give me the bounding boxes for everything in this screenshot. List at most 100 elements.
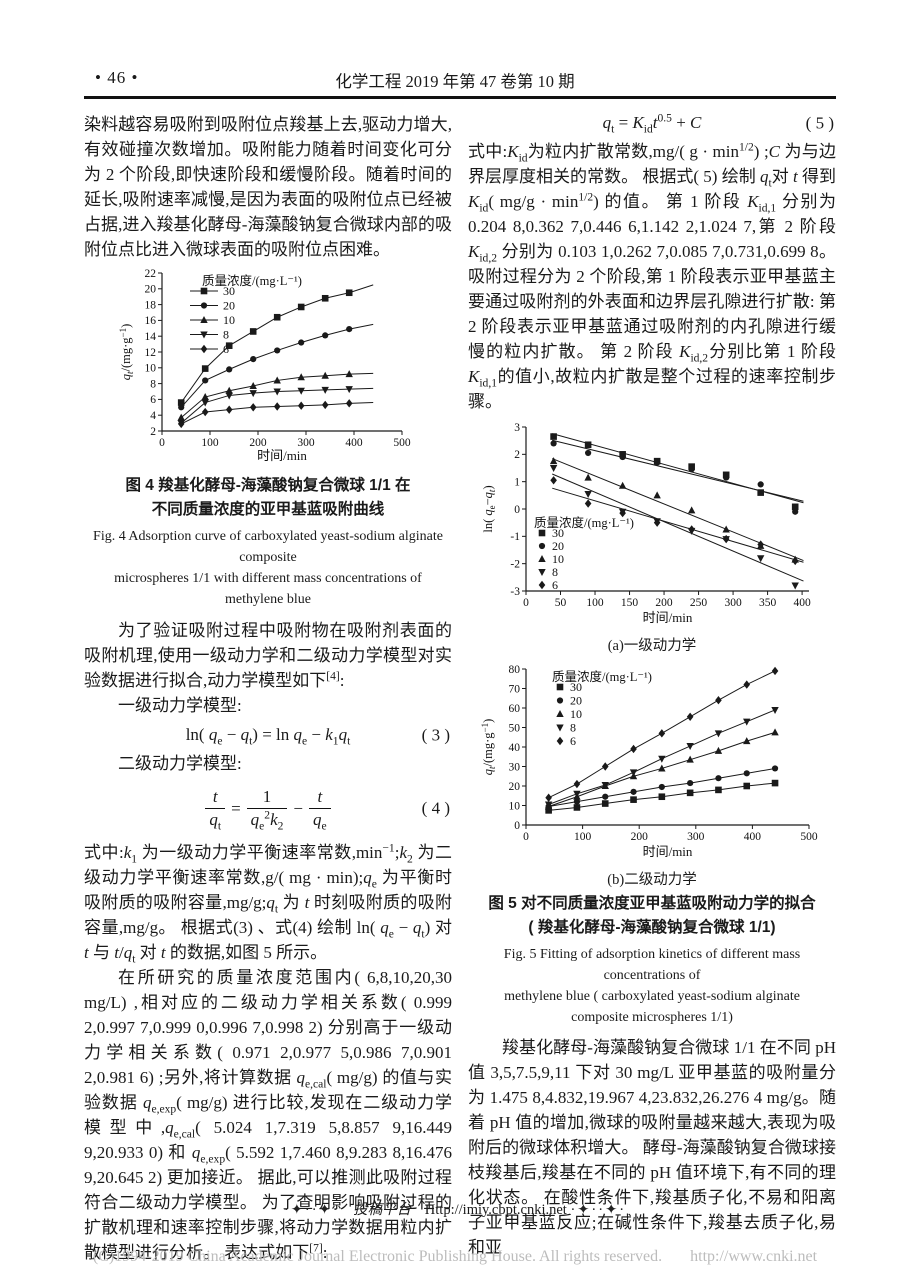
paragraph-rate-constants: 式中:k1 为一级动力学平衡速率常数,min−1;k2 为二级动力学平衡速率常数… <box>84 841 453 966</box>
svg-text:300: 300 <box>297 437 315 449</box>
svg-text:200: 200 <box>630 831 648 843</box>
svg-text:20: 20 <box>508 781 520 793</box>
svg-text:10: 10 <box>508 800 520 812</box>
figure4-caption-cn-line1: 图 4 羧基化酵母-海藻酸钠复合微球 1/1 在 <box>125 477 411 494</box>
figure5b-chart: 0 100 200 300 400 50001020304050607080时间/minq… <box>480 664 818 859</box>
page-number: • 46 • <box>95 68 139 87</box>
equation-3: ln( qe − qt) = ln qe − k1qt ( 3 ) <box>84 722 452 747</box>
figure5-caption-cn-line1: 图 5 对不同质量浓度亚甲基蓝吸附动力学的拟合 <box>488 895 816 912</box>
svg-text:500: 500 <box>800 831 818 843</box>
svg-text:100: 100 <box>586 597 604 609</box>
svg-text:0: 0 <box>159 437 165 449</box>
svg-text:300: 300 <box>687 831 705 843</box>
figure5a-sub-label: (a)一级动力学 <box>607 638 697 654</box>
svg-text:-3: -3 <box>510 586 520 598</box>
svg-text:6: 6 <box>150 394 156 406</box>
svg-text:70: 70 <box>508 683 520 695</box>
svg-text:20: 20 <box>223 299 235 313</box>
svg-text:30: 30 <box>552 526 564 540</box>
copyright-text: (C)1994-2019 China Academic Journal Elec… <box>92 1248 663 1265</box>
first-order-model-label: 一级动力学模型: <box>118 696 242 715</box>
equation-4-equals: = <box>231 798 241 818</box>
svg-text:4: 4 <box>150 410 156 422</box>
svg-text:250: 250 <box>689 597 707 609</box>
svg-text:2: 2 <box>150 426 156 438</box>
figure5-caption-cn-line2: ( 羧基化酵母-海藻酸钠复合微球 1/1) <box>528 919 776 936</box>
figure5b-sub-label: (b)二级动力学 <box>607 872 697 888</box>
footer-ornament-right: ·✦··✦· <box>570 1202 627 1218</box>
svg-text:qt/(mg·g−1): qt/(mg·g−1) <box>480 719 497 776</box>
equation-3-number: ( 3 ) <box>421 725 450 744</box>
svg-text:100: 100 <box>573 831 591 843</box>
equation-5-body: qt = Kidt0.5 + C <box>602 111 702 136</box>
svg-text:50: 50 <box>554 597 566 609</box>
frac3-numerator: t <box>309 787 331 809</box>
svg-text:50: 50 <box>508 722 520 734</box>
svg-text:30: 30 <box>508 761 520 773</box>
svg-text:10: 10 <box>145 363 157 375</box>
svg-text:300: 300 <box>724 597 742 609</box>
equation-4-frac2: 1 qe2k2 <box>246 787 288 831</box>
svg-text:200: 200 <box>249 437 267 449</box>
svg-text:16: 16 <box>145 315 157 327</box>
journal-header: 化学工程 2019 年第 47 卷第 10 期 <box>335 72 575 91</box>
svg-text:350: 350 <box>758 597 776 609</box>
equation-4-frac1: t qt <box>205 787 226 832</box>
equation-5-number: ( 5 ) <box>805 113 834 132</box>
right-column: qt = Kidt0.5 + C ( 5 ) 式中:Kid为粒内扩散常数,mg/… <box>468 104 836 1260</box>
svg-text:30: 30 <box>570 680 582 694</box>
submission-platform-url: Http://imiy.cbpt.cnki.net <box>424 1202 567 1218</box>
svg-text:6: 6 <box>570 734 576 748</box>
frac1-denominator: qt <box>209 809 222 832</box>
equation-4-minus: − <box>293 798 303 818</box>
svg-text:时间/min: 时间/min <box>642 844 692 859</box>
figure5a-chart: 0 50 100 150 200 250 300 350 400 -3 -2 -1 0 1 2 3 时间/min… <box>481 422 811 625</box>
svg-text:时间/min: 时间/min <box>642 610 692 625</box>
paragraph-adsorption-stages: 染料越容易吸附到吸附位点羧基上去,驱动力增大,有效碰撞次数增加。吸附能力随着时间… <box>84 115 452 259</box>
svg-text:1: 1 <box>514 476 520 488</box>
svg-text:3: 3 <box>514 422 520 434</box>
svg-text:400: 400 <box>345 437 363 449</box>
submission-platform-footer: ·✦··✦· 投稿平台 Http://imiy.cbpt.cnki.net ·✦… <box>0 1198 910 1219</box>
svg-text:0: 0 <box>523 831 529 843</box>
svg-text:8: 8 <box>223 328 229 342</box>
svg-text:150: 150 <box>620 597 638 609</box>
svg-text:10: 10 <box>223 313 235 327</box>
figure4-caption-en-line2: microspheres 1/1 with different mass con… <box>114 571 422 607</box>
svg-text:30: 30 <box>223 284 235 298</box>
svg-text:200: 200 <box>655 597 673 609</box>
svg-text:60: 60 <box>508 703 520 715</box>
svg-text:400: 400 <box>743 831 761 843</box>
frac3-denominator: qe <box>313 809 327 832</box>
frac1-numerator: t <box>205 787 226 809</box>
figure4-caption-cn-line2: 不同质量浓度的亚甲基蓝吸附曲线 <box>151 501 385 518</box>
figure5b-chart-wrap: 0 100 200 300 400 500 0 10 20 30 40 50 60 70 80 时间/min q… <box>468 661 836 868</box>
svg-text:10: 10 <box>570 707 582 721</box>
svg-text:8: 8 <box>150 378 156 390</box>
svg-text:0: 0 <box>514 504 520 516</box>
figure5-caption-en-line2: methylene blue ( carboxylated yeast-sodi… <box>504 989 800 1004</box>
copyright-line: (C)1994-2019 China Academic Journal Elec… <box>0 1248 910 1266</box>
svg-text:20: 20 <box>570 694 582 708</box>
svg-text:14: 14 <box>145 331 157 343</box>
equation-4-number: ( 4 ) <box>421 798 450 818</box>
left-column: 染料越容易吸附到吸附位点羧基上去,驱动力增大,有效碰撞次数增加。吸附能力随着时间… <box>84 104 452 1265</box>
svg-text:质量浓度/(mg·L⁻¹): 质量浓度/(mg·L⁻¹) <box>534 515 634 530</box>
footer-ornament-left: ·✦··✦· <box>283 1202 340 1218</box>
equation-4-frac3: t qe <box>309 787 331 832</box>
equation-4: t qt = 1 qe2k2 − t qe ( 4 ) <box>84 780 452 836</box>
equation-5: qt = Kidt0.5 + C ( 5 ) <box>468 110 836 135</box>
svg-text:100: 100 <box>201 437 219 449</box>
svg-text:-2: -2 <box>510 558 520 570</box>
svg-text:22: 22 <box>145 268 157 280</box>
paragraph-intraparticle-diffusion: 式中:Kid为粒内扩散常数,mg/( g · min1/2) ;C 为与边界层厚… <box>468 140 837 411</box>
svg-text:8: 8 <box>570 721 576 735</box>
header-rule <box>84 96 836 99</box>
svg-text:6: 6 <box>223 342 229 356</box>
svg-text:500: 500 <box>393 437 411 449</box>
svg-text:10: 10 <box>552 552 564 566</box>
svg-text:2: 2 <box>514 449 520 461</box>
figure4-chart-wrap: 0 100 200 300 400 500 2 4 6 8 10 12 14 16 18 20 22 时间/min… <box>84 267 452 472</box>
cnki-url: http://www.cnki.net <box>690 1248 818 1265</box>
svg-text:质量浓度/(mg·L⁻¹): 质量浓度/(mg·L⁻¹) <box>552 669 652 684</box>
